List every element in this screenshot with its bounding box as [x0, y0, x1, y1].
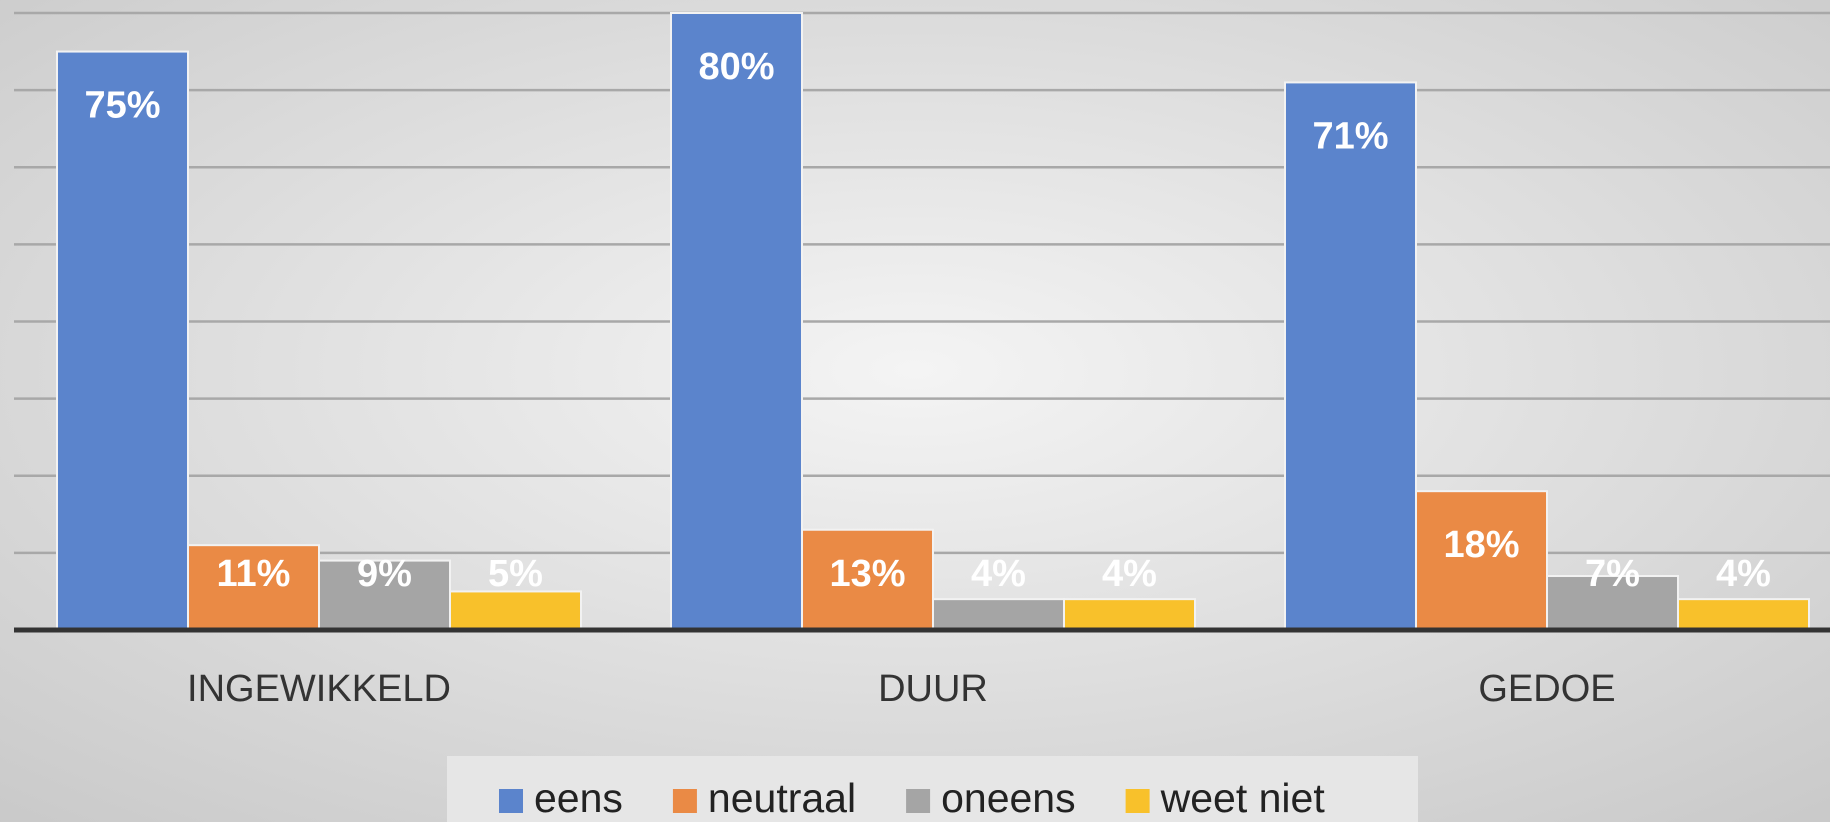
legend-label: oneens: [941, 775, 1076, 821]
value-label: 9%: [357, 553, 412, 595]
value-label: 4%: [971, 553, 1026, 595]
bar: [932, 598, 1065, 632]
value-label: 4%: [1716, 553, 1771, 595]
value-label: 11%: [217, 553, 291, 595]
bar: [1284, 81, 1417, 632]
bar: [1415, 490, 1548, 631]
value-label: 18%: [1443, 524, 1519, 566]
x-tick-label: INGEWIKKELD: [187, 668, 451, 710]
bar: [1677, 598, 1810, 632]
value-label: 7%: [1585, 553, 1640, 595]
bar: [1063, 598, 1196, 632]
value-label: 13%: [829, 553, 905, 595]
value-label: 71%: [1312, 115, 1388, 157]
legend-label: neutraal: [708, 775, 856, 821]
legend-swatch: [1125, 789, 1150, 813]
bar: [56, 50, 189, 631]
bar: [187, 544, 320, 631]
legend-swatch: [672, 789, 697, 813]
value-label: 80%: [698, 46, 774, 88]
bar: [449, 590, 582, 631]
legend-box: [447, 756, 1418, 822]
legend-swatch: [499, 789, 523, 813]
legend-label: eens: [534, 775, 623, 821]
bar: [801, 528, 934, 631]
x-tick-label: GEDOE: [1478, 668, 1615, 710]
legend-label: weet niet: [1160, 775, 1326, 821]
value-label: 5%: [488, 553, 543, 595]
x-tick-label: DUUR: [878, 668, 988, 710]
bar: [670, 12, 803, 631]
value-label: 4%: [1102, 553, 1157, 595]
legend-swatch: [906, 789, 931, 813]
value-label: 75%: [84, 85, 160, 127]
